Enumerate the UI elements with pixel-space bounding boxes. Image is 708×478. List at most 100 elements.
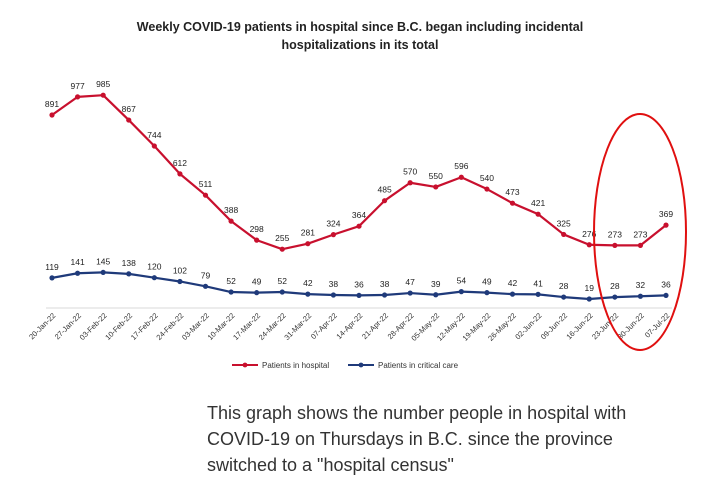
data-label-critical-care: 49 <box>252 277 262 287</box>
data-label-critical-care: 119 <box>45 262 59 272</box>
data-label-hospital: 364 <box>352 210 366 220</box>
data-point-critical-care <box>279 289 285 295</box>
x-tick-label: 31-Mar-22 <box>282 311 313 342</box>
chart-caption: This graph shows the number people in ho… <box>207 403 627 475</box>
data-point-hospital <box>433 184 439 190</box>
data-point-critical-care <box>100 269 106 276</box>
data-point-hospital <box>612 242 618 248</box>
data-point-critical-care <box>126 271 132 277</box>
data-label-hospital: 511 <box>199 179 213 189</box>
chart-title-line-1: Weekly COVID-19 patients in hospital sin… <box>136 20 584 34</box>
data-label-hospital: 473 <box>505 187 519 197</box>
data-point-critical-care <box>433 292 439 298</box>
data-label-hospital: 570 <box>403 167 417 177</box>
data-point-hospital <box>126 117 132 123</box>
data-point-hospital <box>254 237 260 243</box>
data-point-hospital <box>177 171 183 177</box>
data-label-critical-care: 41 <box>533 278 543 288</box>
data-label-hospital: 985 <box>96 79 110 89</box>
legend-swatch-marker <box>358 362 364 368</box>
data-point-critical-care <box>535 291 541 297</box>
data-point-hospital <box>202 192 209 198</box>
data-label-critical-care: 19 <box>585 283 595 293</box>
data-point-hospital <box>49 112 55 118</box>
x-tick-label: 16-Jun-22 <box>564 311 594 341</box>
data-label-critical-care: 28 <box>610 281 620 291</box>
data-label-critical-care: 145 <box>96 256 110 266</box>
data-point-hospital <box>279 246 285 252</box>
data-label-hospital: 421 <box>531 198 545 208</box>
data-label-critical-care: 36 <box>661 279 671 289</box>
data-point-hospital <box>663 222 669 228</box>
chart-title: Weekly COVID-19 patients in hospital sin… <box>60 18 660 54</box>
data-point-critical-care <box>151 275 157 281</box>
line-chart: 20-Jan-2227-Jan-2203-Feb-2210-Feb-2217-F… <box>27 79 687 370</box>
data-label-hospital: 977 <box>70 81 84 91</box>
x-tick-label: 26-May-22 <box>486 311 518 343</box>
data-point-critical-care <box>561 294 567 300</box>
data-point-hospital <box>330 232 337 238</box>
data-point-critical-care <box>202 283 209 289</box>
data-point-hospital <box>535 211 541 217</box>
data-label-critical-care: 47 <box>405 277 415 287</box>
data-point-critical-care <box>305 291 311 297</box>
data-label-critical-care: 54 <box>457 276 467 286</box>
data-point-critical-care <box>663 292 669 299</box>
data-label-critical-care: 79 <box>201 270 211 280</box>
data-point-hospital <box>74 94 81 100</box>
data-point-critical-care <box>637 293 644 299</box>
data-label-hospital: 273 <box>608 229 622 239</box>
data-label-hospital: 281 <box>301 228 315 238</box>
data-label-critical-care: 36 <box>354 279 364 289</box>
legend-label: Patients in critical care <box>378 361 459 370</box>
data-point-critical-care <box>586 296 592 302</box>
chart-title-line-2: hospitalizations in its total <box>281 38 439 52</box>
data-point-critical-care <box>49 275 55 281</box>
data-label-hospital: 550 <box>429 171 443 181</box>
data-label-hospital: 744 <box>147 130 161 140</box>
data-label-hospital: 485 <box>377 185 391 195</box>
data-point-critical-care <box>74 270 81 276</box>
data-label-critical-care: 138 <box>122 258 136 268</box>
x-tick-label: 09-Jun-22 <box>539 311 569 341</box>
data-label-hospital: 325 <box>557 218 571 228</box>
data-label-hospital: 273 <box>633 229 647 239</box>
data-label-critical-care: 32 <box>636 280 646 290</box>
x-tick-label: 07-Apr-22 <box>309 311 339 341</box>
data-label-critical-care: 38 <box>329 279 339 289</box>
data-point-critical-care <box>228 289 234 295</box>
data-point-hospital <box>305 241 311 247</box>
data-label-critical-care: 52 <box>226 276 236 286</box>
data-label-critical-care: 38 <box>380 279 390 289</box>
x-tick-label: 30-Jun-22 <box>616 311 646 341</box>
data-point-critical-care <box>381 292 388 298</box>
data-point-hospital <box>407 180 413 186</box>
data-point-critical-care <box>509 291 516 297</box>
data-point-critical-care <box>330 292 337 298</box>
data-label-hospital: 369 <box>659 209 673 219</box>
data-label-hospital: 612 <box>173 158 187 168</box>
data-point-critical-care <box>254 290 260 296</box>
data-point-critical-care <box>484 290 490 296</box>
data-point-hospital <box>458 174 464 180</box>
legend-label: Patients in hospital <box>262 361 329 370</box>
highlight-ellipse <box>593 113 687 351</box>
data-label-hospital: 540 <box>480 173 494 183</box>
data-label-critical-care: 42 <box>303 278 313 288</box>
data-label-hospital: 276 <box>582 229 596 239</box>
x-tick-label: 23-Jun-22 <box>590 311 620 341</box>
data-label-critical-care: 42 <box>508 278 518 288</box>
data-label-critical-care: 28 <box>559 281 569 291</box>
data-point-hospital <box>151 143 157 149</box>
data-point-critical-care <box>458 289 464 295</box>
data-label-hospital: 298 <box>250 224 264 234</box>
data-label-critical-care: 52 <box>278 276 288 286</box>
data-point-critical-care <box>177 278 183 285</box>
data-point-hospital <box>100 92 106 98</box>
data-point-critical-care <box>612 294 618 300</box>
data-label-critical-care: 39 <box>431 279 441 289</box>
data-point-hospital <box>356 223 362 229</box>
data-label-hospital: 596 <box>454 161 468 171</box>
x-tick-label: 14-Apr-22 <box>334 311 364 341</box>
data-point-hospital <box>586 242 592 248</box>
